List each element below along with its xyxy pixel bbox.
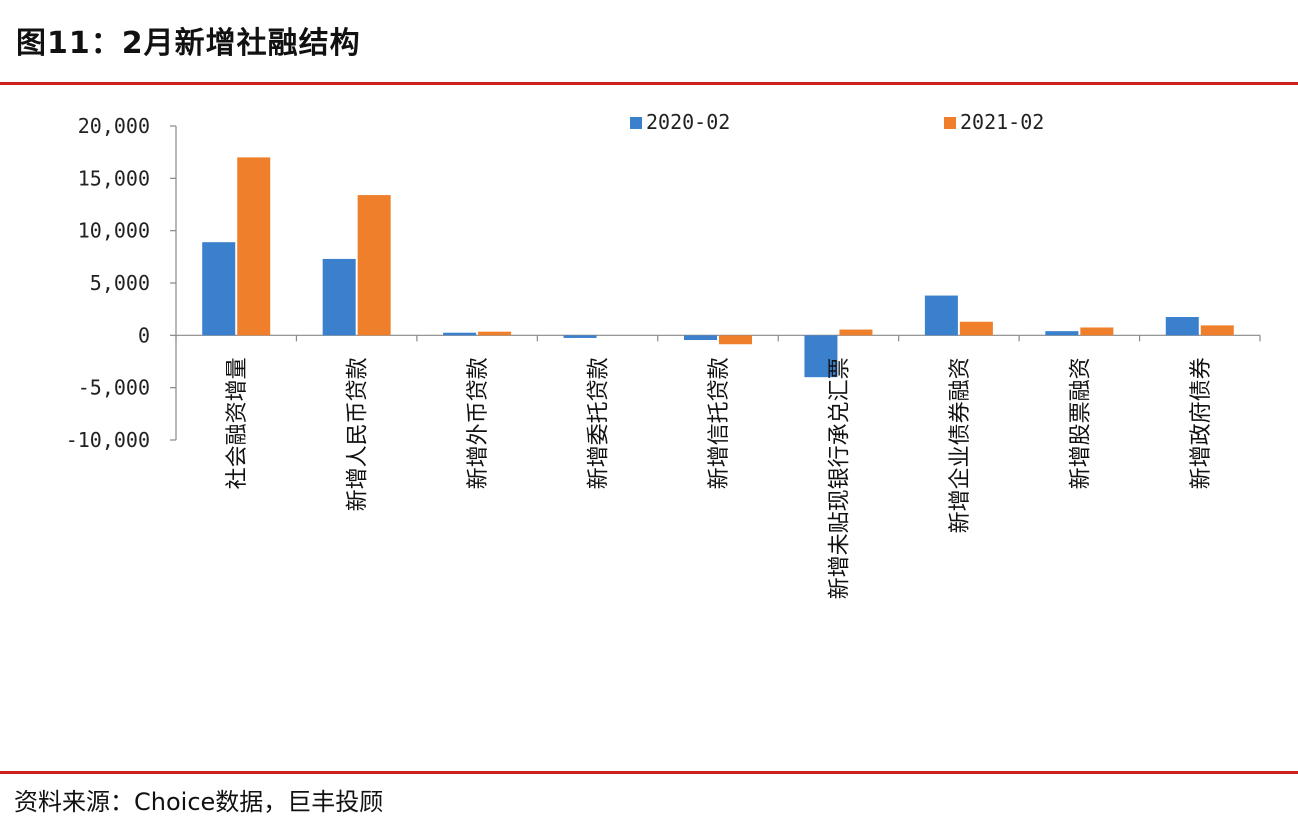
bar-2020-02-5: [804, 335, 838, 378]
bar-2020-02-3: [563, 335, 597, 338]
y-tick-label: 15,000: [78, 166, 150, 190]
bar-chart: 20,000 15,000 10,000 5,000 0 -5,000 -10,000 20…: [66, 110, 1261, 599]
bar-2020-02-0: [202, 242, 236, 336]
chart-title: 图11：2月新增社融结构: [16, 26, 361, 61]
category-label: 新增股票融资: [1068, 357, 1093, 489]
category-label: 社会融资增量: [225, 357, 250, 489]
bar-2020-02-8: [1165, 317, 1199, 336]
bar-2021-02-0: [237, 157, 271, 336]
category-label: 新增政府债券: [1189, 357, 1214, 489]
legend-swatch-2021-02: [944, 117, 956, 129]
source-note: 资料来源：Choice数据，巨丰投顾: [14, 788, 384, 816]
category-label: 新增委托贷款: [587, 357, 612, 489]
category-label: 新增企业债券融资: [948, 357, 973, 533]
legend-label-2021-02: 2021-02: [960, 110, 1044, 134]
category-label: 新增外币贷款: [466, 357, 491, 489]
category-labels: 社会融资增量 新增人民币贷款 新增外币贷款 新增委托贷款 新增信托贷款 新增未贴现银行承兑…: [225, 357, 1214, 599]
axes: 20,000 15,000 10,000 5,000 0 -5,000 -10,000: [66, 114, 1261, 452]
y-tick-label: 10,000: [78, 219, 150, 243]
bar-2020-02-6: [924, 295, 958, 336]
bottom-divider: [0, 771, 1298, 774]
legend-label-2020-02: 2020-02: [646, 110, 730, 134]
bar-2021-02-5: [839, 329, 873, 336]
bar-2020-02-1: [322, 258, 356, 336]
bar-2020-02-2: [443, 332, 477, 336]
category-label: 新增未贴现银行承兑汇票: [827, 357, 852, 599]
legend-swatch-2020-02: [630, 117, 642, 129]
top-divider: [0, 82, 1298, 85]
bar-2020-02-4: [684, 335, 717, 341]
bar-2021-02-8: [1200, 325, 1234, 336]
y-tick-label: -5,000: [78, 376, 150, 400]
y-tick-label: 0: [138, 323, 150, 347]
y-tick-label: -10,000: [66, 428, 150, 452]
bar-2021-02-1: [357, 195, 391, 336]
legend: 2020-02 2021-02: [630, 110, 1044, 134]
bar-2021-02-4: [719, 335, 752, 345]
y-tick-label: 20,000: [78, 114, 150, 138]
bar-2021-02-2: [478, 331, 512, 336]
category-label: 新增人民币贷款: [346, 357, 371, 511]
bar-2021-02-6: [959, 321, 993, 336]
y-tick-label: 5,000: [90, 271, 150, 295]
category-label: 新增信托贷款: [707, 357, 732, 489]
bar-2021-02-7: [1080, 327, 1114, 336]
bars: [202, 157, 1234, 378]
bar-2020-02-7: [1045, 331, 1079, 336]
